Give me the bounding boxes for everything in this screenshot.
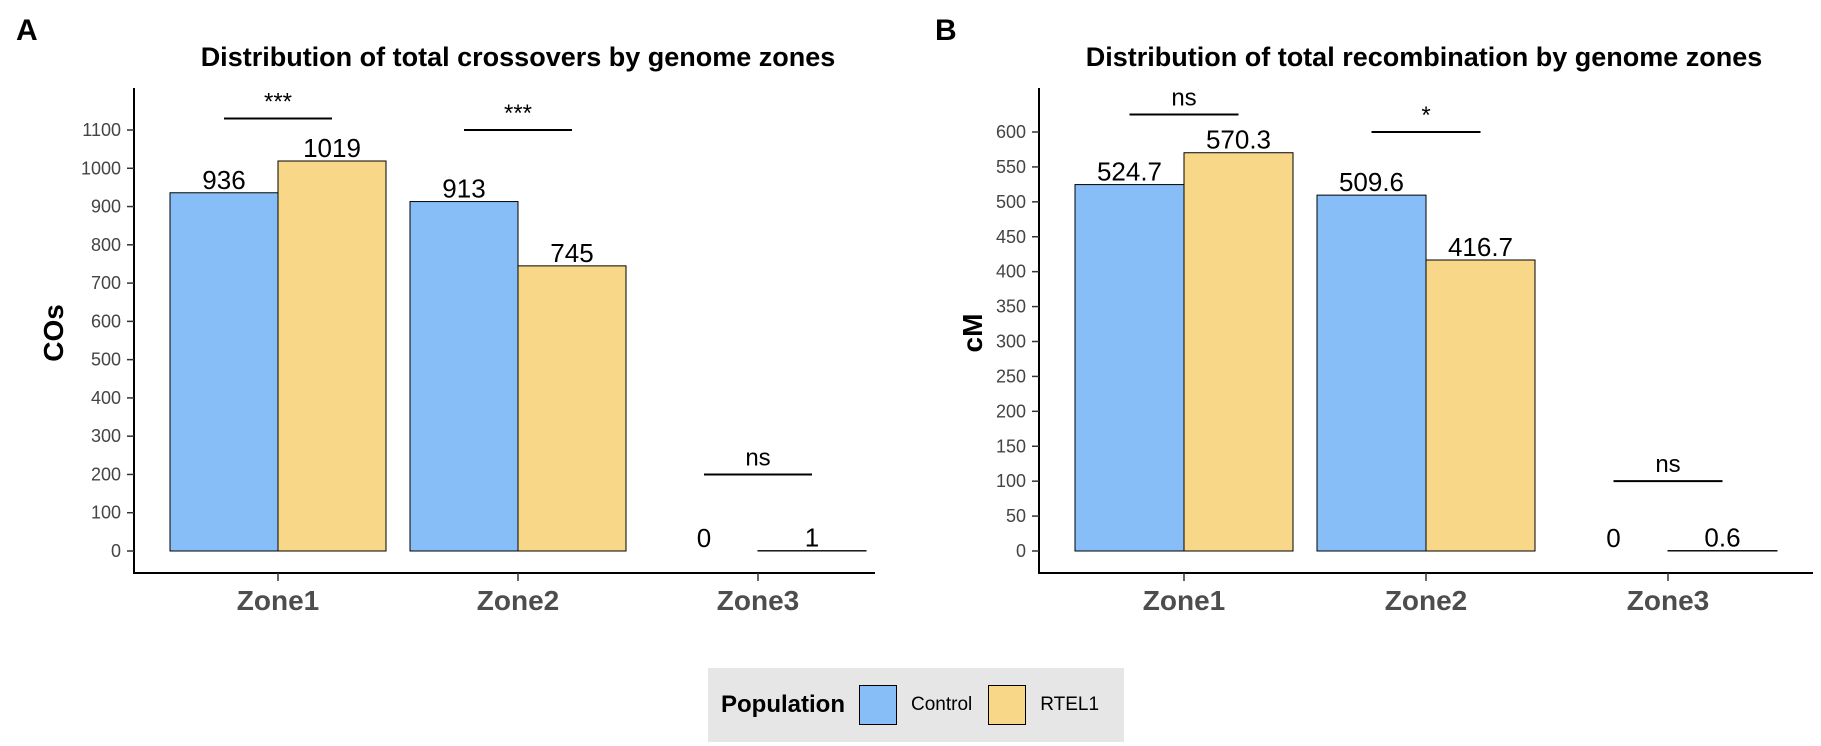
panel-b-data-label-zone2-control: 509.6 [1339, 167, 1404, 197]
panel-a-y-tick-label-600: 600 [91, 311, 121, 331]
panel-b-chart: B Distribution of total recombination by… [935, 14, 1813, 616]
panel-a-data-label-zone1-rtel1: 1019 [303, 133, 361, 163]
panel-a-y-tick-label-500: 500 [91, 350, 121, 370]
panel-b-x-tick-label-zone3: Zone3 [1627, 585, 1709, 616]
panel-b-x-tick-label-zone1: Zone1 [1143, 585, 1225, 616]
panel-b-y-tick-label-150: 150 [996, 436, 1026, 456]
panel-b-y-tick-label-550: 550 [996, 157, 1026, 177]
panel-b-sig-label-zone1: ns [1171, 85, 1196, 112]
panel-a-x-tick-label-zone2: Zone2 [477, 585, 559, 616]
legend-label-control: Control [910, 694, 973, 715]
panel-b-y-axis-label: cM [957, 314, 988, 353]
panel-a-data-label-zone2-control: 913 [442, 174, 485, 204]
panel-a-data-label-zone3-rtel1: 1 [805, 523, 819, 553]
panel-b-y-tick-label-500: 500 [996, 192, 1026, 212]
panel-a-sig-label-zone1: *** [264, 89, 292, 116]
panel-a-y-tick-label-300: 300 [91, 426, 121, 446]
panel-b-title: Distribution of total recombination by g… [1086, 42, 1763, 72]
panel-a-title: Distribution of total crossovers by geno… [201, 42, 836, 72]
panel-a-data-label-zone3-control: 0 [697, 523, 711, 553]
panel-b-bar-zone1-control [1074, 184, 1185, 552]
panel-b-y-tick-label-250: 250 [996, 366, 1026, 386]
panel-a-plot-area: 0 100 200 300 400 500 600 700 800 900 1000 1100 Zone… [81, 88, 875, 616]
panel-a-x-tick-label-zone1: Zone1 [237, 585, 319, 616]
panel-a-sig-label-zone2: *** [504, 100, 532, 127]
panel-a-data-label-zone2-rtel1: 745 [550, 238, 593, 268]
panel-a-y-tick-label-1000: 1000 [81, 158, 121, 178]
panel-a-x-tick-label-zone3: Zone3 [717, 585, 799, 616]
panel-b-y-tick-label-50: 50 [1006, 506, 1026, 526]
panel-b-data-label-zone1-rtel1: 570.3 [1206, 125, 1271, 155]
panel-a-y-tick-label-0: 0 [111, 541, 121, 561]
panel-a-bar-zone2-rtel1 [517, 265, 627, 552]
panel-a-y-tick-label-800: 800 [91, 235, 121, 255]
panel-b-data-label-zone2-rtel1: 416.7 [1448, 232, 1513, 262]
panel-b-y-tick-label-600: 600 [996, 122, 1026, 142]
panel-a-letter: A [16, 14, 38, 47]
panel-a-y-tick-label-1100: 1100 [82, 120, 121, 140]
panel-b-y-tick-label-450: 450 [996, 227, 1026, 247]
legend-key-rtel1 [988, 685, 1027, 725]
legend-label-rtel1: RTEL1 [1040, 694, 1100, 715]
panel-b-data-label-zone3-rtel1: 0.6 [1704, 523, 1740, 553]
panel-b-bar-zone2-rtel1 [1425, 259, 1536, 552]
panel-a-y-tick-label-200: 200 [91, 464, 121, 484]
legend: Population Control RTEL1 [708, 668, 1124, 742]
panel-b-y-tick-label-0: 0 [1016, 541, 1026, 561]
panel-a-y-axis-label: COs [38, 304, 69, 362]
panel-a-bar-zone1-rtel1 [277, 160, 387, 552]
panel-a-bar-zone2-control [409, 201, 519, 552]
panel-b-y-tick-label-400: 400 [996, 262, 1026, 282]
panel-b-bar-zone1-rtel1 [1183, 152, 1294, 552]
panel-b-data-label-zone3-control: 0 [1606, 523, 1620, 553]
panel-a-chart: A Distribution of total crossovers by ge… [16, 14, 875, 616]
panel-b-data-label-zone1-control: 524.7 [1097, 157, 1162, 187]
panel-b-sig-label-zone2: * [1421, 102, 1430, 129]
panel-a-y-tick-label-400: 400 [91, 388, 121, 408]
panel-a-y-tick-label-700: 700 [91, 273, 121, 293]
panel-b-sig-label-zone3: ns [1655, 451, 1680, 478]
panel-b-y-tick-label-300: 300 [996, 332, 1026, 352]
panel-b-x-tick-label-zone2: Zone2 [1385, 585, 1467, 616]
legend-title: Population [721, 691, 845, 718]
panel-a-y-tick-label-100: 100 [91, 503, 121, 523]
panel-a-y-tick-label-900: 900 [91, 197, 121, 217]
panel-b-bar-zone2-control [1316, 194, 1427, 552]
panel-a-bar-zone1-control [169, 192, 279, 552]
panel-b-letter: B [935, 14, 957, 47]
panel-a-sig-label-zone3: ns [745, 444, 770, 471]
legend-key-control [858, 685, 897, 725]
panel-b-y-tick-label-350: 350 [996, 297, 1026, 317]
panel-b-plot-area: 0 50 100 150 200 250 300 350 400 450 500 550 600 Zone… [996, 85, 1813, 616]
panel-a-data-label-zone1-control: 936 [202, 165, 245, 195]
panel-b-y-tick-label-200: 200 [996, 401, 1026, 421]
panel-b-y-tick-label-100: 100 [996, 471, 1026, 491]
